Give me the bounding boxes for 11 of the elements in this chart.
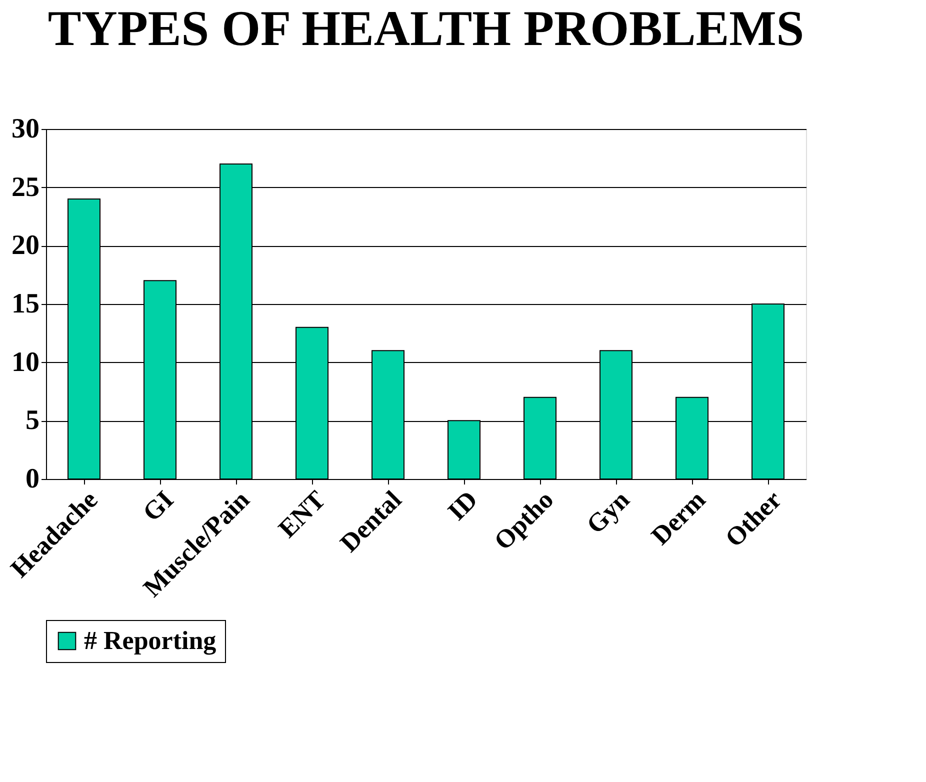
y-tick-label: 20 (12, 230, 40, 262)
y-tick-label: 30 (12, 114, 40, 144)
y-tick-label: 5 (26, 405, 40, 436)
x-tick-label: Gyn (580, 484, 636, 540)
y-tick-label: 25 (12, 172, 40, 203)
y-tick-label: 0 (26, 464, 40, 494)
legend-label: # Reporting (84, 626, 216, 655)
x-tick-label: ID (442, 485, 484, 526)
y-tick-label: 15 (12, 288, 40, 320)
y-tick-label: 10 (12, 346, 40, 378)
chart-title: TYPES OF HEALTH PROBLEMS (48, 0, 804, 56)
